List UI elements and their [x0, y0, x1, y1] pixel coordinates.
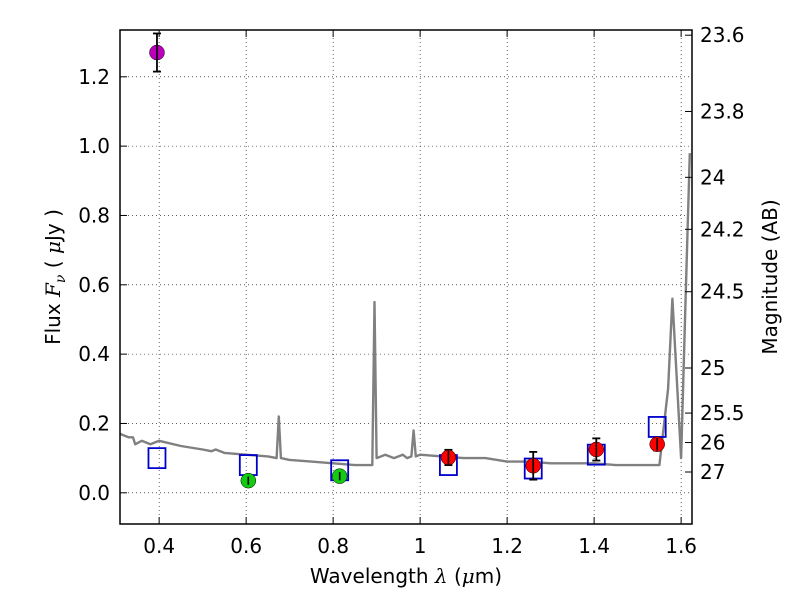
x-axis-label: Wavelength λ (μm)	[310, 564, 502, 588]
mag-tick-label: 27	[700, 460, 725, 484]
mag-tick-label: 24.2	[700, 217, 745, 241]
y-tick-label: 0.0	[78, 481, 110, 505]
mag-tick-label: 25.5	[700, 401, 745, 425]
y-axis-right-label: Magnitude (AB)	[758, 199, 782, 354]
y-axis-label: Flux Fν ( μJy )	[41, 209, 69, 345]
tick-layer: 0.4 0.6 0.8 1 1.2 1.4 1.6 0.0 0.2 0.4 0.6 0.8 1.0 1.2…	[78, 23, 744, 558]
y-tick-label: 1.2	[78, 65, 110, 89]
mag-tick-label: 26	[700, 431, 725, 455]
y-tick-label: 0.2	[78, 411, 110, 435]
model-flux-square	[238, 454, 258, 476]
plot-frame	[119, 29, 693, 525]
y-tick-label: 0.6	[78, 273, 110, 297]
series-layer	[119, 32, 691, 489]
y-tick-label: 0.8	[78, 203, 110, 227]
x-tick-label: 1	[414, 534, 427, 558]
x-tick-label: 0.4	[143, 534, 175, 558]
x-tick-label: 1.4	[578, 534, 610, 558]
spectrum-line	[119, 153, 691, 467]
y-tick-label: 1.0	[78, 134, 110, 158]
mag-tick-label: 24	[700, 165, 725, 189]
mag-tick-label: 24.5	[700, 280, 745, 304]
x-tick-label: 0.6	[230, 534, 262, 558]
x-tick-label: 1.6	[665, 534, 697, 558]
model-flux-square	[147, 447, 167, 470]
x-tick-label: 0.8	[317, 534, 349, 558]
grid-layer	[120, 30, 692, 524]
mag-tick-label: 23.8	[700, 99, 745, 123]
mag-tick-label: 23.6	[700, 23, 745, 47]
x-tick-label: 1.2	[491, 534, 523, 558]
mag-tick-label: 25	[700, 356, 725, 380]
y-tick-label: 0.4	[78, 342, 110, 366]
